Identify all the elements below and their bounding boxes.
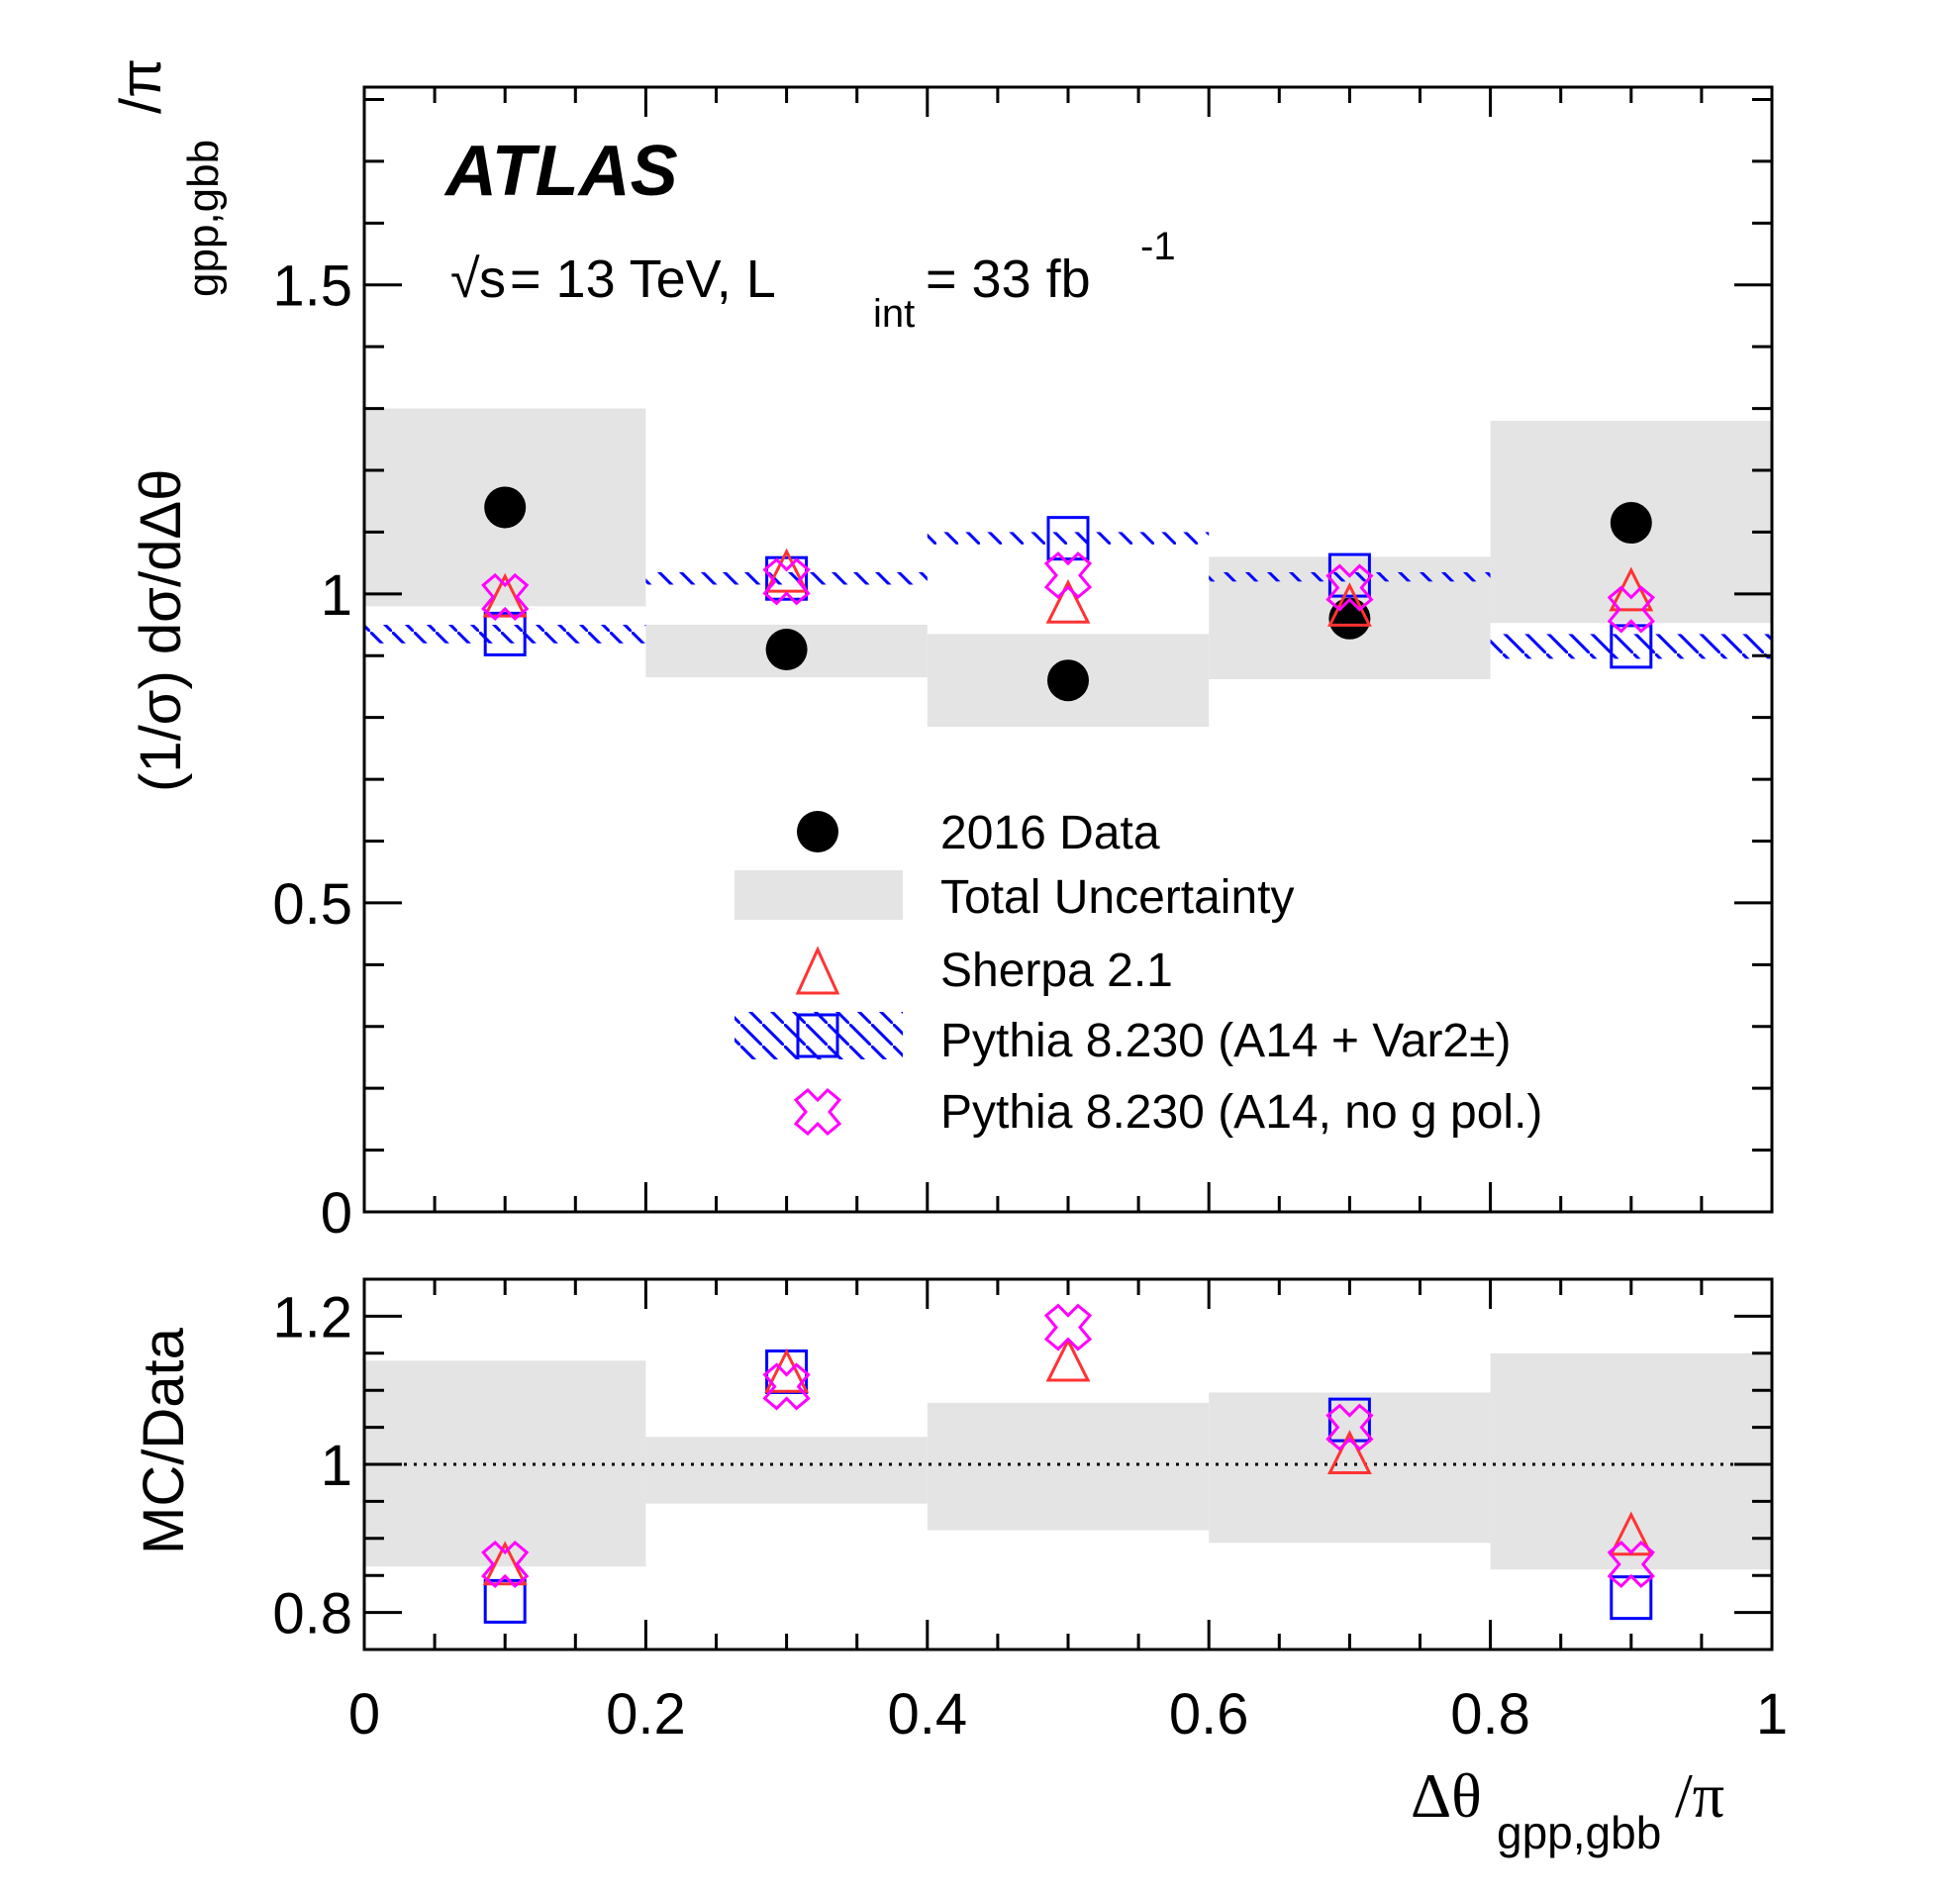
y-tick-label: 1 xyxy=(321,1434,352,1498)
lumi-sub: int xyxy=(873,292,915,336)
data-point xyxy=(765,555,809,601)
x-tick-label: 0.8 xyxy=(1450,1682,1530,1747)
uncertainty-band xyxy=(1209,1392,1491,1544)
experiment-label: ATLAS xyxy=(443,132,678,211)
data-point xyxy=(1325,563,1374,612)
data-point xyxy=(482,1541,528,1586)
y-tick-label: 1.2 xyxy=(272,1285,352,1349)
legend-label-sherpa: Sherpa 2.1 xyxy=(940,945,1173,997)
uncertainty-band xyxy=(1490,1352,1772,1570)
data-point xyxy=(1607,1540,1655,1589)
legend-label-nopol: Pythia 8.230 (A14, no g pol.) xyxy=(940,1086,1542,1139)
main-ylabel-tail: /π xyxy=(109,58,173,114)
data-point xyxy=(1610,502,1652,545)
legend-sherpa-marker xyxy=(795,946,840,995)
x-tick-label: 0.2 xyxy=(606,1682,686,1747)
main-ylabel-sub: gpp,gbb xyxy=(179,140,228,297)
pythia-variation-band xyxy=(1490,634,1772,659)
data-point xyxy=(764,1348,810,1393)
sqrt-symbol: √ xyxy=(450,250,480,309)
main-ylabel: (1/σ) dσ/dΔθ gpp,gbb /π xyxy=(109,58,228,792)
ratio-panel: 0.8 1 1.2 0 0.2 0.4 0.6 0.8 1 xyxy=(272,1277,1788,1747)
legend-label-data: 2016 Data xyxy=(940,807,1160,859)
data-point xyxy=(483,611,527,656)
data-point xyxy=(765,629,808,670)
data-point xyxy=(1046,516,1090,561)
pythia-variation-band xyxy=(927,532,1210,545)
x-tick-label: 0 xyxy=(348,1682,380,1747)
main-panel: 0 0.5 1 1.5 xyxy=(272,85,1774,1246)
legend-uncertainty-swatch xyxy=(735,870,903,920)
data-point xyxy=(483,1578,527,1624)
xlabel-tail: /π xyxy=(1675,1760,1724,1831)
main-ylabel-main: (1/σ) dσ/dΔθ xyxy=(129,469,193,792)
data-point xyxy=(1045,1337,1091,1382)
ratio-ylabel: MC/Data xyxy=(132,1327,196,1554)
uncertainty-band xyxy=(645,1437,928,1504)
legend-label-uncertainty: Total Uncertainty xyxy=(940,871,1295,924)
uncertainty-band xyxy=(927,1402,1210,1531)
xlabel-main: Δθ xyxy=(1411,1760,1482,1831)
sqrt-s: s xyxy=(479,250,506,309)
y-tick-label: 0.5 xyxy=(272,872,352,937)
xlabel-sub: gpp,gbb xyxy=(1497,1807,1661,1858)
legend: 2016 Data Total Uncertainty Sherpa 2.1 P… xyxy=(735,807,1542,1139)
data-point xyxy=(1047,659,1089,702)
lumi-sup: -1 xyxy=(1140,225,1176,268)
ratio-ylabel-text: MC/Data xyxy=(132,1327,196,1554)
data-point xyxy=(1043,1303,1093,1351)
x-tick-label: 0.6 xyxy=(1169,1682,1249,1747)
data-point xyxy=(481,572,530,621)
legend-pythia-marker xyxy=(796,1013,839,1058)
data-point xyxy=(481,1540,530,1589)
data-point xyxy=(1609,566,1654,612)
data-point xyxy=(762,1362,811,1411)
legend-label-pythia: Pythia 8.230 (A14 + Var2±) xyxy=(940,1015,1511,1067)
data-point xyxy=(1607,585,1655,634)
pythia-variation-band xyxy=(645,571,928,585)
data-point xyxy=(1325,1403,1374,1451)
data-point xyxy=(1043,551,1093,600)
pythia-variation-band xyxy=(364,625,646,644)
xlabel: Δθ gpp,gbb /π xyxy=(1411,1760,1724,1858)
lumi-text: = 33 fb xyxy=(926,250,1091,309)
energy-label: √ s = 13 TeV, L int = 33 fb -1 xyxy=(450,225,1176,336)
y-tick-label: 0.8 xyxy=(272,1582,352,1647)
x-tick-label: 1 xyxy=(1756,1682,1788,1747)
data-point xyxy=(1610,624,1653,669)
y-tick-label: 1.5 xyxy=(272,254,352,319)
legend-nopol-marker xyxy=(793,1087,842,1137)
y-tick-label: 1 xyxy=(321,563,352,628)
energy-text: = 13 TeV, L xyxy=(510,250,776,309)
legend-pythia-hatch xyxy=(735,1012,903,1059)
x-tick-label: 0.4 xyxy=(887,1682,967,1747)
y-tick-label: 0 xyxy=(321,1181,352,1246)
data-point xyxy=(1045,578,1091,624)
data-point xyxy=(1326,582,1372,627)
data-point xyxy=(484,486,527,529)
data-point xyxy=(762,557,811,606)
legend-data-marker xyxy=(797,811,838,852)
data-point xyxy=(1326,1430,1372,1475)
data-point xyxy=(482,572,528,618)
data-point xyxy=(764,548,810,593)
